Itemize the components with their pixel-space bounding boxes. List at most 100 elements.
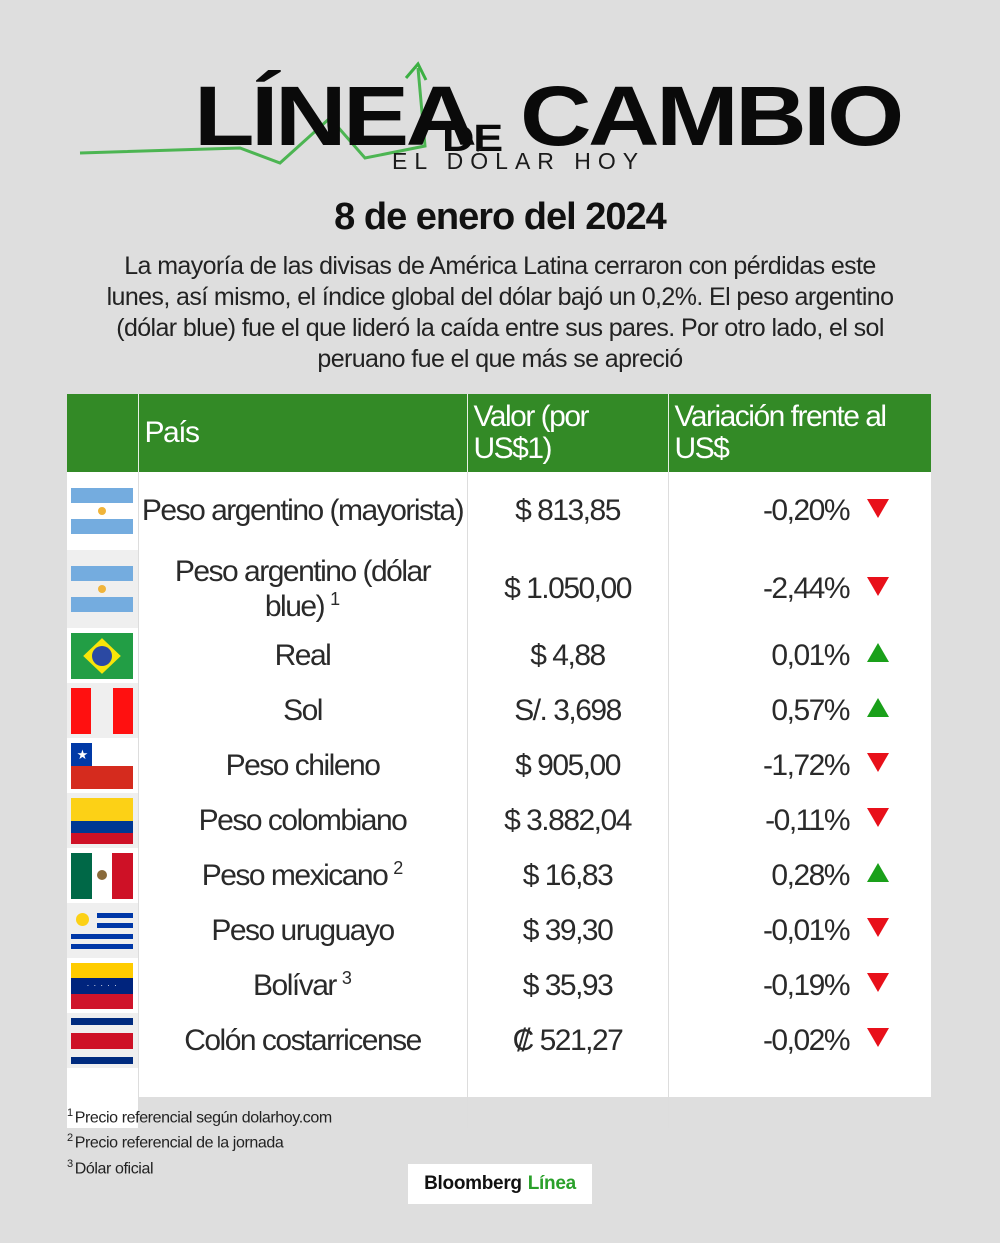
footnote-text: Precio referencial de la jornada xyxy=(74,1134,284,1152)
empty-cell xyxy=(138,1068,468,1128)
empty-cell xyxy=(67,1068,139,1128)
value-cell: $ 35,93 xyxy=(467,958,669,1013)
variation-value: -0,19% xyxy=(762,968,851,1002)
variation-cell: -0,01% xyxy=(668,903,931,958)
value-cell: $ 905,00 xyxy=(467,738,669,793)
variation-cell: 0,01% xyxy=(668,628,931,683)
footnote-marker: 3 xyxy=(341,968,352,988)
variation-value: 0,01% xyxy=(771,638,850,672)
value-cell: $ 813,85 xyxy=(467,472,669,550)
header-country: País xyxy=(138,394,468,472)
bloomberg-linea-logo: Bloomberg Línea xyxy=(408,1164,592,1204)
value-cell: $ 39,30 xyxy=(467,903,669,958)
footnote-marker: 2 xyxy=(393,858,404,878)
value-cell: $ 3.882,04 xyxy=(467,793,669,848)
footnote: 1 Precio referencial según dolarhoy.com xyxy=(67,1103,332,1128)
country-name-cell: Peso mexicano 2 xyxy=(138,848,468,903)
triangle-up-icon xyxy=(867,698,889,717)
footnote-marker: 2 xyxy=(67,1132,73,1145)
triangle-down-icon xyxy=(867,918,889,937)
argentina-flag-icon xyxy=(71,488,134,534)
logo-subtitle: EL DÓLAR HOY xyxy=(392,148,646,174)
footnote-marker: 3 xyxy=(67,1157,73,1170)
empty-cell xyxy=(467,1068,669,1128)
footnote-marker: 1 xyxy=(67,1107,73,1119)
table-row: Peso mexicano 2 $ 16,83 0,28% xyxy=(67,848,931,903)
venezuela-flag-icon: · · · · · xyxy=(71,962,134,1009)
table-row: Sol S/. 3,698 0,57% xyxy=(67,683,931,738)
table-filler-row xyxy=(67,1068,931,1128)
intro-paragraph: La mayoría de las divisas de América Lat… xyxy=(106,252,894,373)
value-cell: S/. 3,698 xyxy=(467,683,669,738)
currency-name: Peso chileno xyxy=(225,748,381,782)
header-flag xyxy=(67,394,139,472)
variation-cell: -0,19% xyxy=(668,958,931,1013)
flag-cell xyxy=(67,550,139,628)
footnote-text: Dólar oficial xyxy=(74,1159,154,1177)
costa-rica-flag-icon xyxy=(71,1017,134,1064)
currency-name: Real xyxy=(274,638,332,672)
flag-cell xyxy=(67,472,139,550)
value-cell: $ 16,83 xyxy=(467,848,669,903)
variation-value: -2,44% xyxy=(762,572,851,605)
currency-name: Peso argentino (mayorista) xyxy=(141,494,465,527)
table-row: Peso uruguayo $ 39,30 -0,01% xyxy=(67,903,931,958)
flag-cell xyxy=(67,683,139,738)
country-name-cell: Peso colombiano xyxy=(138,793,468,848)
chile-flag-icon: ★ xyxy=(71,742,134,789)
header-value: Valor (por US$1) xyxy=(467,394,669,472)
flag-cell xyxy=(67,1013,139,1068)
currency-name: Sol xyxy=(283,693,323,727)
footnote: 3 Dólar oficial xyxy=(67,1154,332,1179)
variation-value: -0,11% xyxy=(765,803,850,837)
table-row: Real $ 4,88 0,01% xyxy=(67,628,931,683)
peru-flag-icon xyxy=(71,687,134,734)
variation-cell: -0,20% xyxy=(668,472,931,550)
value-cell: $ 4,88 xyxy=(467,628,669,683)
argentina-flag-icon xyxy=(71,566,134,612)
variation-value: -1,72% xyxy=(762,748,851,782)
table-row: Peso argentino (dólar blue) 1 $ 1.050,00 -2… xyxy=(67,550,931,628)
triangle-down-icon xyxy=(867,1028,889,1047)
table-row: ★ Peso chileno $ 905,00 -1,72% xyxy=(67,738,931,793)
uruguay-flag-icon xyxy=(71,908,134,954)
brazil-flag-icon xyxy=(71,632,134,679)
flag-cell: ★ xyxy=(67,738,139,793)
table-row: Peso argentino (mayorista) $ 813,85 -0,20% xyxy=(67,472,931,550)
country-name-cell: Peso chileno xyxy=(138,738,468,793)
currency-name: Peso colombiano xyxy=(198,803,408,837)
logo-word-de: DE xyxy=(442,118,503,160)
country-name-cell: Real xyxy=(138,628,468,683)
variation-value: 0,57% xyxy=(771,693,850,727)
flag-cell xyxy=(67,628,139,683)
colombia-flag-icon xyxy=(71,797,134,844)
country-name-cell: Sol xyxy=(138,683,468,738)
variation-cell: 0,57% xyxy=(668,683,931,738)
triangle-down-icon xyxy=(867,498,889,518)
variation-cell: 0,28% xyxy=(668,848,931,903)
flag-cell xyxy=(67,793,139,848)
logo-word-linea: LÍNEA xyxy=(194,69,477,163)
header-variation: Variación frente al US$ xyxy=(668,394,931,472)
currency-name: Peso argentino (dólar blue) xyxy=(174,554,432,623)
logo: LÍNEA DE CAMBIO EL DÓLAR HOY xyxy=(0,58,1000,178)
triangle-down-icon xyxy=(867,753,889,772)
triangle-up-icon xyxy=(867,863,889,882)
table-row: Colón costarricense ₡ 521,27 -0,02% xyxy=(67,1013,931,1068)
value-cell: ₡ 521,27 xyxy=(467,1013,669,1068)
footnote: 2 Precio referencial de la jornada xyxy=(67,1128,332,1153)
triangle-down-icon xyxy=(867,808,889,827)
variation-cell: -0,11% xyxy=(668,793,931,848)
variation-value: 0,28% xyxy=(771,858,850,892)
triangle-up-icon xyxy=(867,643,889,662)
table-row: · · · · · Bolívar 3 $ 35,93 -0,19% xyxy=(67,958,931,1013)
variation-value: -0,01% xyxy=(762,913,851,947)
variation-value: -0,20% xyxy=(762,494,851,527)
variation-cell: -0,02% xyxy=(668,1013,931,1068)
table-header-row: País Valor (por US$1) Variación frente a… xyxy=(67,394,931,472)
currency-name: Peso mexicano xyxy=(201,859,389,892)
variation-cell: -2,44% xyxy=(668,550,931,628)
flag-cell xyxy=(67,903,139,958)
variation-cell: -1,72% xyxy=(668,738,931,793)
flag-cell xyxy=(67,848,139,903)
